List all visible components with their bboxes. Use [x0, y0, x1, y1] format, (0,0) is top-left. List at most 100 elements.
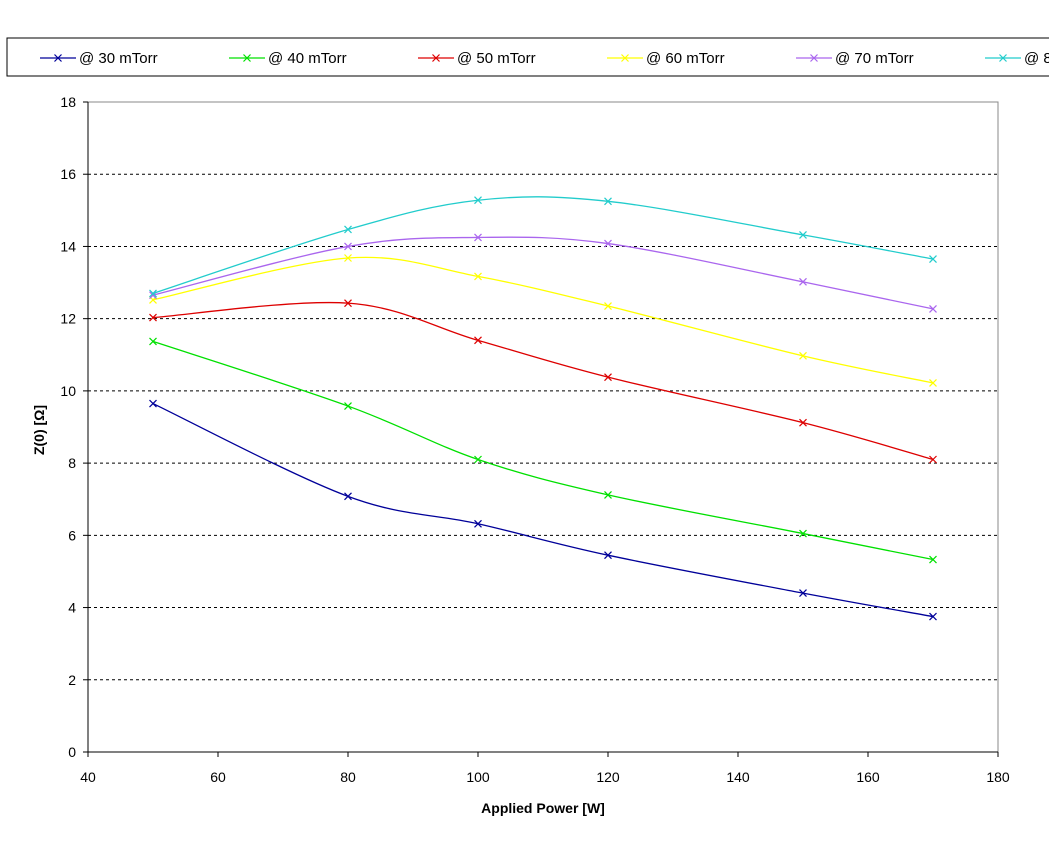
- data-point: [149, 313, 157, 322]
- data-point: [929, 304, 937, 313]
- legend-label: @ 30 mTorr: [79, 50, 158, 67]
- series-5: [149, 233, 937, 313]
- data-point: [604, 197, 612, 206]
- point-marker-stroke: [799, 277, 807, 286]
- point-marker-stroke: [799, 230, 807, 239]
- series-line: [152, 196, 934, 295]
- series-line: [152, 402, 934, 618]
- point-marker-stroke: [604, 197, 612, 206]
- data-point: [799, 230, 807, 239]
- gridlines: [88, 173, 998, 681]
- point-marker-stroke: [474, 455, 482, 464]
- data-point: [604, 551, 612, 560]
- legend-label: @ 40 mTorr: [268, 50, 347, 67]
- data-point: [344, 402, 352, 410]
- data-point: [474, 272, 482, 281]
- x-tick-label: 180: [986, 769, 1010, 785]
- legend-label: @ 50 mTorr: [457, 50, 536, 67]
- legend-entry-2: @ 40 mTorr: [229, 50, 347, 67]
- point-marker-stroke: [149, 289, 157, 298]
- y-tick-label: 2: [68, 672, 76, 688]
- legend-label: @ 70 mTorr: [835, 50, 914, 67]
- legend-label: @ 60 mTorr: [646, 50, 725, 67]
- legend-box: [6, 37, 1049, 77]
- point-marker-stroke: [604, 551, 612, 560]
- y-tick-label: 16: [60, 166, 76, 182]
- data-point: [929, 455, 937, 464]
- y-tick-label: 8: [68, 455, 76, 471]
- point-marker-stroke: [344, 402, 352, 410]
- legend-swatch-marker: [999, 54, 1007, 62]
- legend-entry-3: @ 50 mTorr: [418, 50, 536, 67]
- data-point: [799, 277, 807, 286]
- point-marker-stroke: [799, 529, 807, 538]
- point-marker-stroke: [344, 492, 352, 501]
- point-marker-stroke: [929, 379, 937, 387]
- data-point: [799, 418, 807, 427]
- data-point: [929, 555, 937, 564]
- x-tick-label: 40: [80, 769, 96, 785]
- x-tick-label: 160: [856, 769, 880, 785]
- data-point: [344, 242, 352, 251]
- point-marker-stroke: [929, 304, 937, 313]
- data-point: [149, 289, 157, 298]
- point-marker-stroke: [344, 254, 352, 262]
- legend-swatch-marker: [243, 54, 251, 62]
- series-layer: [149, 196, 937, 621]
- data-point: [604, 373, 612, 382]
- y-tick-label: 14: [60, 238, 76, 254]
- point-marker-stroke: [929, 555, 937, 564]
- series-line: [152, 340, 934, 561]
- x-tick-label: 80: [340, 769, 356, 785]
- point-marker-stroke: [474, 272, 482, 281]
- point-marker-stroke: [604, 302, 612, 310]
- point-marker-stroke: [929, 255, 937, 264]
- x-tick-label: 140: [726, 769, 750, 785]
- point-marker-stroke: [929, 455, 937, 464]
- point-marker-stroke: [344, 225, 352, 234]
- legend-entry-6: @ 80 mTorr: [985, 50, 1049, 67]
- series-3: [149, 299, 937, 464]
- series-2: [149, 337, 937, 564]
- point-marker-stroke: [149, 337, 157, 346]
- series-4: [149, 254, 937, 387]
- plot-area: [87, 101, 999, 753]
- data-point: [344, 299, 352, 308]
- y-tick-label: 4: [68, 600, 76, 616]
- point-marker-stroke: [799, 351, 807, 360]
- data-point: [149, 399, 157, 408]
- y-axis-title: Z(0) [Ω]: [31, 405, 47, 455]
- x-tick-label: 120: [596, 769, 620, 785]
- point-marker-stroke: [474, 336, 482, 345]
- point-marker-stroke: [604, 239, 612, 248]
- axes: 0 2 4 6 8 10 12 14 16 18 40 60 80 100 120 140 160 180: [60, 94, 1009, 785]
- data-point: [344, 225, 352, 234]
- series-1: [149, 399, 937, 621]
- point-marker-stroke: [799, 418, 807, 427]
- point-marker-stroke: [929, 612, 937, 621]
- point-marker-stroke: [344, 299, 352, 308]
- x-tick-label: 100: [466, 769, 490, 785]
- series-line: [152, 301, 934, 461]
- legend: @ 30 mTorr @ 40 mTorr @ 50 mTorr @ 60 mTorr…: [6, 37, 1049, 77]
- legend-swatch-marker: [810, 54, 818, 62]
- point-marker-stroke: [344, 242, 352, 251]
- data-point: [929, 255, 937, 264]
- data-point: [149, 337, 157, 346]
- legend-entry-4: @ 60 mTorr: [607, 50, 725, 67]
- point-marker-stroke: [604, 490, 612, 499]
- data-point: [474, 519, 482, 528]
- y-tick-label: 18: [60, 94, 76, 110]
- x-tick-label: 60: [210, 769, 226, 785]
- series-line: [152, 236, 934, 310]
- point-marker-stroke: [474, 519, 482, 528]
- legend-entry-1: @ 30 mTorr: [40, 50, 158, 67]
- data-point: [799, 351, 807, 360]
- legend-swatch-marker: [621, 54, 629, 62]
- data-point: [604, 239, 612, 248]
- point-marker-stroke: [474, 233, 482, 242]
- data-point: [474, 455, 482, 464]
- series-6: [149, 196, 937, 298]
- x-axis-title: Applied Power [W]: [481, 800, 605, 816]
